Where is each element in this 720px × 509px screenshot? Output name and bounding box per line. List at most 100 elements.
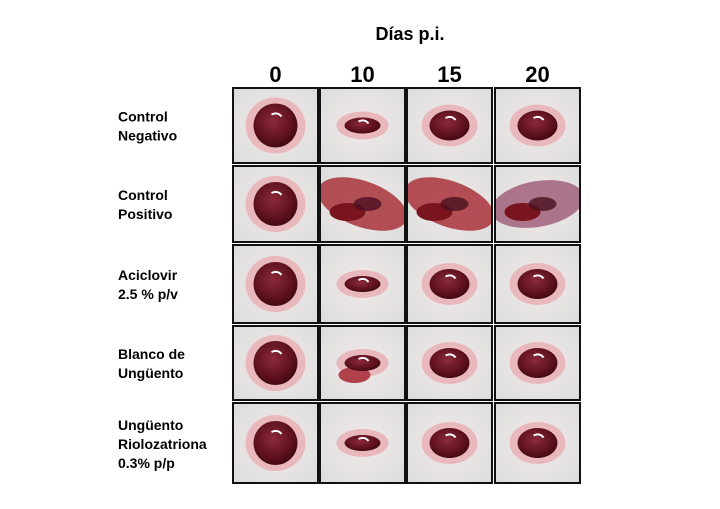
highlight — [445, 115, 457, 121]
photo-border — [406, 244, 493, 324]
photo — [406, 87, 493, 164]
photo — [406, 325, 493, 401]
highlight — [271, 112, 283, 118]
photo — [494, 87, 581, 164]
photo — [232, 325, 319, 401]
photo — [232, 402, 319, 484]
row-label: Control — [118, 187, 168, 203]
photo — [232, 87, 319, 164]
row-label: Negativo — [118, 128, 177, 144]
eye — [429, 110, 470, 141]
photo-content — [495, 166, 580, 242]
photo-content — [320, 403, 405, 483]
highlight — [358, 356, 370, 362]
row-label: Blanco de — [118, 346, 185, 362]
photo — [406, 244, 493, 324]
eye — [353, 197, 382, 211]
photo — [494, 402, 581, 484]
row-label: Aciclovir — [118, 267, 178, 283]
photo-content — [495, 403, 580, 483]
highlight — [533, 115, 545, 121]
eye — [253, 262, 298, 306]
column-label: 20 — [525, 62, 549, 87]
highlight — [533, 433, 545, 439]
column-label: 0 — [269, 62, 281, 87]
eye — [253, 421, 298, 465]
eye — [429, 428, 470, 458]
highlight — [271, 349, 283, 355]
eye — [429, 348, 470, 378]
photo-border — [406, 165, 493, 243]
photo-border — [406, 402, 493, 484]
photo-border — [232, 402, 319, 484]
highlight — [271, 270, 283, 276]
eye — [344, 276, 381, 292]
photo — [494, 165, 581, 243]
photo-border — [406, 325, 493, 401]
photo — [406, 165, 493, 243]
highlight — [445, 353, 457, 359]
photo-border — [232, 87, 319, 164]
eye — [517, 428, 558, 458]
highlight — [271, 190, 283, 196]
highlight — [358, 436, 370, 442]
eye — [440, 197, 469, 211]
highlight — [445, 433, 457, 439]
photo — [319, 244, 406, 324]
photo-border — [494, 325, 581, 401]
highlight — [358, 277, 370, 283]
photo — [319, 325, 406, 401]
row-label: 0.3% p/p — [118, 455, 175, 471]
photo-border — [232, 244, 319, 324]
photo-border — [319, 325, 406, 401]
eye — [253, 182, 298, 226]
photo-content — [320, 166, 405, 242]
eye — [517, 348, 558, 378]
photo — [494, 244, 581, 324]
photo-content — [233, 245, 318, 323]
photo — [319, 87, 406, 164]
photo-content — [233, 326, 318, 400]
row-label: Riolozatriona — [118, 436, 207, 452]
photo-content — [495, 245, 580, 323]
photo-content — [407, 166, 492, 242]
photo-border — [232, 165, 319, 243]
eye — [344, 355, 381, 371]
row-label: Positivo — [118, 206, 172, 222]
photo-content — [407, 245, 492, 323]
photo — [232, 165, 319, 243]
photo — [406, 402, 493, 484]
eye — [344, 117, 381, 134]
photo — [494, 325, 581, 401]
eye — [517, 269, 558, 299]
row-label: Ungüento — [118, 417, 183, 433]
photo-content — [407, 326, 492, 400]
photo-border — [319, 165, 406, 243]
photo-border — [232, 325, 319, 401]
photo-content — [233, 403, 318, 483]
photo-border — [319, 402, 406, 484]
eye — [517, 110, 558, 141]
photo-content — [233, 88, 318, 163]
photo-content — [407, 403, 492, 483]
photo-border — [494, 87, 581, 164]
highlight — [533, 274, 545, 280]
photo-content — [233, 166, 318, 242]
row-label: Control — [118, 109, 168, 125]
column-label: 10 — [350, 62, 374, 87]
eye — [528, 197, 557, 211]
photo-border — [494, 244, 581, 324]
header: Días p.i. — [375, 24, 444, 44]
eye — [253, 103, 298, 148]
photo-content — [320, 326, 405, 400]
highlight — [358, 119, 370, 125]
photo — [319, 402, 406, 484]
column-label: 15 — [437, 62, 461, 87]
photo-border — [319, 244, 406, 324]
eye — [344, 435, 381, 451]
eye — [253, 341, 298, 385]
photo — [319, 165, 406, 243]
row-label: Ungüento — [118, 365, 183, 381]
photo-content — [495, 326, 580, 400]
